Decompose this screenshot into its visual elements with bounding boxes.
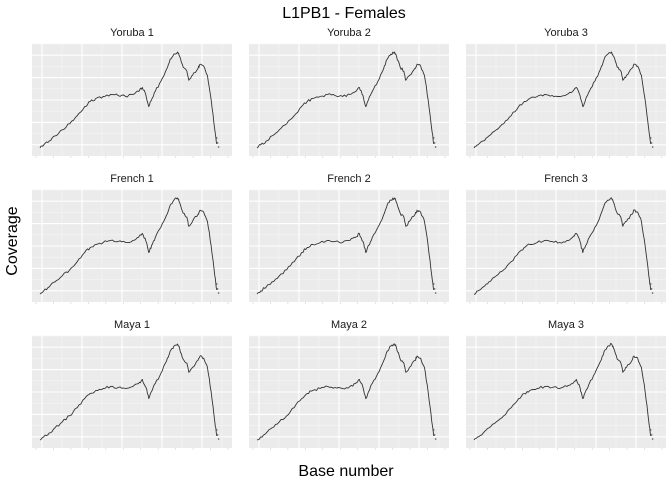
coverage-line [256, 197, 435, 295]
coverage-point [216, 142, 219, 144]
panel-label: Yoruba 2 [327, 27, 371, 39]
coverage-point [649, 137, 652, 139]
x-axis-title: Base number [298, 463, 394, 480]
coverage-point [649, 283, 652, 285]
panel-label: Maya 1 [114, 319, 150, 331]
coverage-point [651, 292, 654, 294]
panel-maya-2: Maya 2 [249, 319, 449, 450]
coverage-point [433, 288, 436, 290]
panel-label: French 3 [544, 173, 587, 185]
coverage-point [650, 288, 653, 290]
coverage-point [432, 137, 435, 139]
chart-title: L1PB1 - Females [282, 5, 406, 22]
coverage-point [434, 292, 437, 294]
coverage-point [215, 137, 218, 139]
coverage-line [39, 343, 218, 441]
panel-yoruba-2: Yoruba 2 [249, 27, 449, 158]
panel-label: French 1 [110, 173, 153, 185]
coverage-point [433, 142, 436, 144]
facet-panels: Yoruba 1 Yoruba 2 Yoruba 3 French 1 French 2… [32, 27, 666, 450]
coverage-point [432, 429, 435, 431]
coverage-point [651, 146, 654, 148]
panel-french-1: French 1 [32, 173, 232, 304]
coverage-line [473, 342, 652, 441]
coverage-point [432, 283, 435, 285]
panel-label: Yoruba 1 [110, 27, 154, 39]
coverage-point [650, 142, 653, 144]
coverage-point [215, 283, 218, 285]
panel-french-3: French 3 [466, 173, 666, 304]
panel-yoruba-3: Yoruba 3 [466, 27, 666, 158]
coverage-point [217, 438, 220, 440]
y-axis-title: Coverage [4, 206, 21, 275]
panel-french-2: French 2 [249, 173, 449, 304]
coverage-point [217, 292, 220, 294]
coverage-point [651, 438, 654, 440]
coverage-line [256, 51, 435, 149]
coverage-line [39, 197, 218, 295]
coverage-point [216, 434, 219, 436]
coverage-point [217, 146, 220, 148]
coverage-point [215, 429, 218, 431]
coverage-point [434, 438, 437, 440]
panel-yoruba-1: Yoruba 1 [32, 27, 232, 158]
coverage-point [216, 288, 219, 290]
coverage-line [39, 51, 218, 149]
coverage-point [650, 434, 653, 436]
panel-label: Maya 2 [331, 319, 367, 331]
panel-label: Yoruba 3 [544, 27, 588, 39]
coverage-point [433, 434, 436, 436]
coverage-line [473, 197, 652, 295]
coverage-line [473, 51, 652, 149]
panel-label: Maya 3 [548, 319, 584, 331]
coverage-point [649, 429, 652, 431]
coverage-point [434, 146, 437, 148]
panel-maya-1: Maya 1 [32, 319, 232, 450]
coverage-line [256, 343, 435, 441]
panel-label: French 2 [327, 173, 370, 185]
panel-maya-3: Maya 3 [466, 319, 666, 450]
